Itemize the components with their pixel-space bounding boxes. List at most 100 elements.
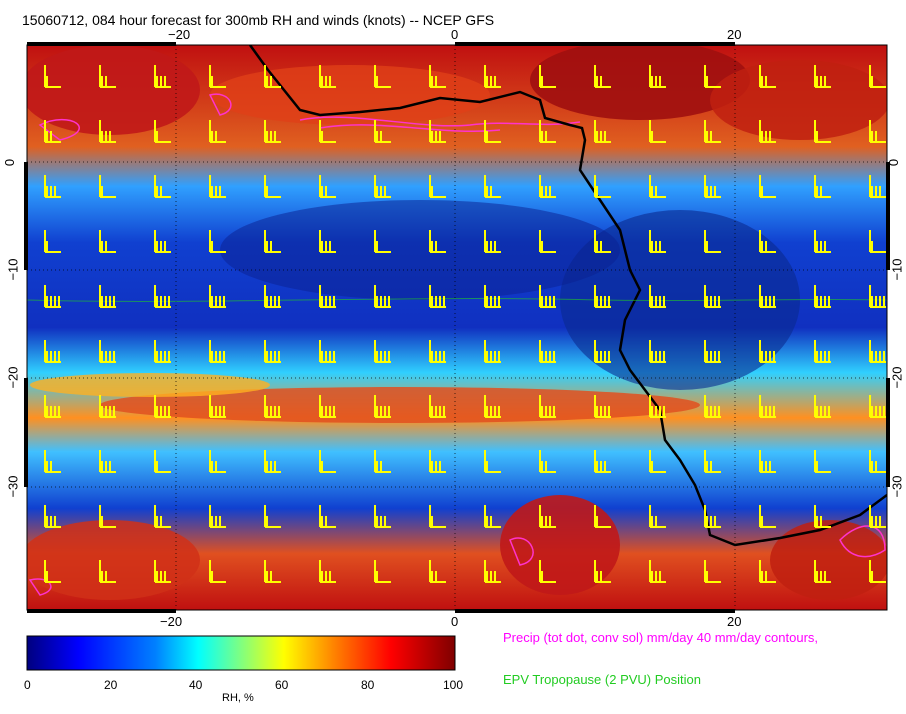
wind-barb — [594, 450, 611, 473]
wind-barb — [649, 120, 666, 143]
map-title: 15060712, 084 hour forecast for 300mb RH… — [22, 12, 495, 28]
wind-barb — [649, 450, 666, 473]
wind-barb — [759, 450, 776, 473]
wind-barb — [539, 230, 556, 253]
wind-barb — [814, 560, 831, 583]
wind-barb — [209, 120, 226, 143]
wind-barb — [704, 560, 721, 583]
colorbar-tick: 100 — [443, 678, 464, 692]
wind-barb — [374, 65, 391, 88]
wind-barb — [704, 285, 721, 308]
wind-barb — [759, 175, 776, 198]
wind-barb — [649, 230, 666, 253]
wind-barb — [814, 175, 831, 198]
wind-barb — [44, 230, 61, 253]
wind-barb — [154, 560, 171, 583]
colorbar-label: RH, % — [222, 692, 254, 704]
wind-barb — [649, 560, 666, 583]
wind-barb — [154, 340, 171, 363]
wind-barb — [209, 505, 226, 528]
wind-barb — [154, 230, 171, 253]
wind-barb — [869, 450, 886, 473]
wind-barb — [649, 65, 666, 88]
wind-barb — [44, 560, 61, 583]
wind-barb — [319, 120, 336, 143]
wind-barb — [814, 450, 831, 473]
wind-barb — [429, 65, 446, 88]
wind-barb — [594, 175, 611, 198]
wind-barb — [539, 450, 556, 473]
wind-barb — [99, 395, 116, 418]
wind-barb — [594, 285, 611, 308]
wind-barb — [814, 505, 831, 528]
wind-barb — [484, 450, 501, 473]
wind-barb — [264, 65, 281, 88]
wind-barb — [429, 450, 446, 473]
wind-barb — [374, 450, 391, 473]
wind-barb — [154, 285, 171, 308]
wind-barbs — [44, 65, 886, 583]
wind-barb — [539, 285, 556, 308]
wind-barb — [209, 230, 226, 253]
wind-barb — [649, 175, 666, 198]
wind-barb — [99, 230, 116, 253]
wind-barb — [484, 120, 501, 143]
right-tick-label: −20 — [889, 366, 905, 389]
wind-barb — [539, 560, 556, 583]
wind-barb — [264, 560, 281, 583]
wind-barb — [44, 65, 61, 88]
wind-barb — [869, 120, 886, 143]
right-tick-label: −10 — [889, 258, 905, 281]
wind-barb — [869, 340, 886, 363]
right-tick-label: 0 — [886, 158, 902, 167]
colorbar-tick: 0 — [24, 678, 31, 692]
wind-barb — [429, 230, 446, 253]
wind-barb — [374, 120, 391, 143]
wind-barb — [429, 340, 446, 363]
wind-barb — [44, 285, 61, 308]
wind-barb — [429, 560, 446, 583]
wind-barb — [704, 450, 721, 473]
wind-barb — [154, 395, 171, 418]
wind-barb — [99, 340, 116, 363]
wind-barb — [374, 560, 391, 583]
wind-barb — [209, 560, 226, 583]
wind-barb — [594, 505, 611, 528]
wind-barb — [264, 450, 281, 473]
wind-barb — [649, 395, 666, 418]
wind-barb — [44, 120, 61, 143]
wind-barb — [869, 230, 886, 253]
wind-barb — [869, 65, 886, 88]
wind-barb — [594, 120, 611, 143]
wind-barb — [374, 505, 391, 528]
wind-barb — [374, 285, 391, 308]
wind-barb — [154, 65, 171, 88]
wind-barb — [814, 230, 831, 253]
wind-barb — [539, 175, 556, 198]
wind-barb — [594, 230, 611, 253]
left-tick-label: −30 — [5, 475, 21, 498]
wind-barb — [319, 65, 336, 88]
wind-barb — [209, 175, 226, 198]
left-tick-label: 0 — [2, 158, 18, 167]
wind-barb — [429, 120, 446, 143]
wind-barb — [209, 65, 226, 88]
wind-barb — [209, 340, 226, 363]
wind-barb — [319, 395, 336, 418]
wind-barb — [374, 395, 391, 418]
wind-barb — [374, 230, 391, 253]
wind-barb — [869, 505, 886, 528]
wind-barb — [319, 175, 336, 198]
epv-tropopause — [27, 298, 887, 302]
wind-barb — [814, 395, 831, 418]
wind-barb — [759, 395, 776, 418]
wind-barb — [264, 175, 281, 198]
wind-barb — [539, 120, 556, 143]
wind-barb — [649, 505, 666, 528]
top-tick-label: 20 — [727, 27, 742, 42]
bottom-tick-label: 0 — [451, 614, 459, 629]
wind-barb — [429, 285, 446, 308]
wind-barb — [484, 65, 501, 88]
wind-barb — [759, 505, 776, 528]
wind-barb — [539, 65, 556, 88]
